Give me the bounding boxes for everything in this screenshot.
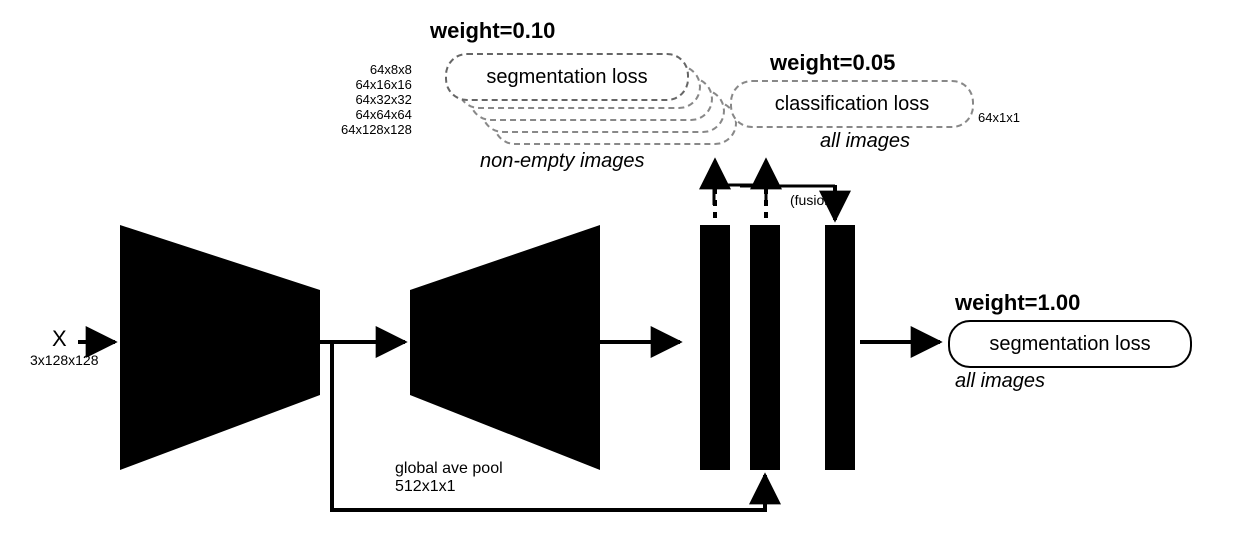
cls-loss-weight: weight=0.05 [770,50,895,76]
decoder-trapezoid [410,225,600,470]
fusion-label: (fusion) [790,192,837,208]
input-dims: 3x128x128 [30,352,99,368]
out-loss-weight: weight=1.00 [955,290,1080,316]
input-symbol: X [52,326,67,352]
out-loss-text: segmentation loss [989,333,1150,356]
seg-dim-3: 64x64x64 [327,107,412,122]
global-pool-label: global ave pool [395,460,503,478]
seg-dim-4: 64x128x128 [341,122,412,137]
out-loss-pill: segmentation loss [948,320,1192,368]
cls-loss-subset: all images [820,130,910,153]
encoder-trapezoid [120,225,320,470]
seg-dim-0: 64x8x8 [285,62,412,77]
cls-loss-text: classification loss [775,93,930,116]
seg-dim-2: 64x32x32 [313,92,412,107]
seg-loss-weight: weight=0.10 [430,18,555,44]
seg-loss-dims-list: 64x8x864x16x1664x32x3264x64x6464x128x128 [285,62,412,137]
fusion-bracket [714,185,766,205]
feature-bar-c [825,225,855,470]
global-pool-dim: 512x1x1 [395,478,456,496]
seg-loss-subset: non-empty images [480,150,645,173]
feature-bar-b [750,225,780,470]
out-loss-subset: all images [955,370,1045,393]
feature-bar-a [700,225,730,470]
seg-dim-1: 64x16x16 [299,77,412,92]
seg-loss-text: segmentation loss [486,66,647,89]
cls-loss-dim: 64x1x1 [978,110,1020,125]
seg-loss-pill-0: segmentation loss [445,53,689,101]
cls-loss-pill: classification loss [730,80,974,128]
